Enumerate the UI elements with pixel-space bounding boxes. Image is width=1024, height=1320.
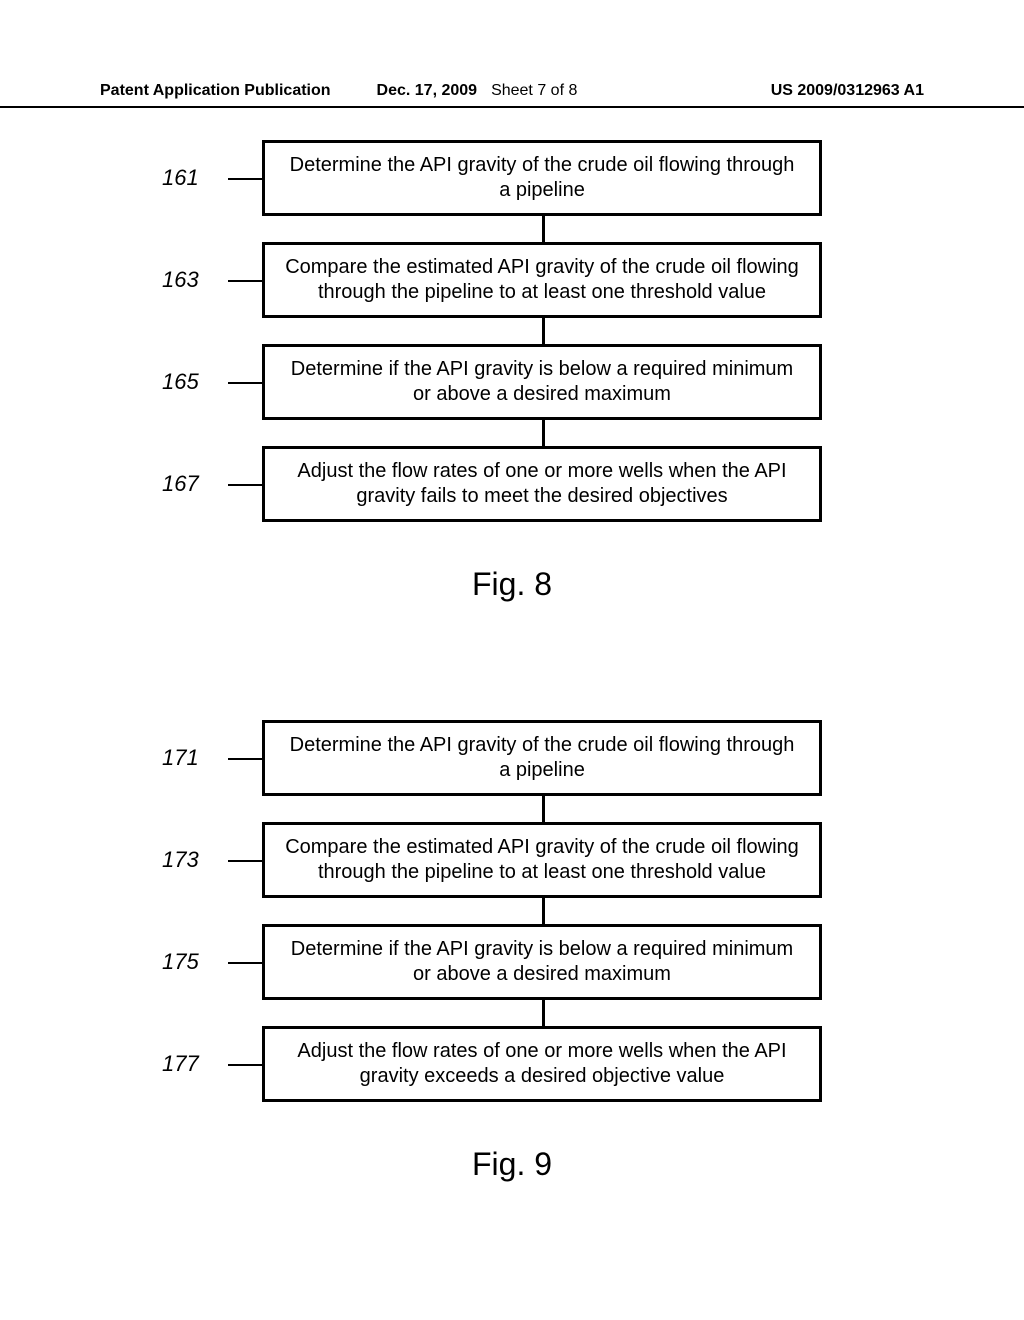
reference-numeral: 167 [162,471,262,497]
leader-line-icon [228,962,262,964]
flow-step: 163 Compare the estimated API gravity of… [162,242,862,318]
flow-connector [542,1000,545,1026]
flow-step: 177 Adjust the flow rates of one or more… [162,1026,862,1102]
flow-step: 175 Determine if the API gravity is belo… [162,924,862,1000]
reference-numeral: 163 [162,267,262,293]
document-number: US 2009/0312963 A1 [771,82,924,100]
flow-box: Compare the estimated API gravity of the… [262,242,822,318]
reference-numeral: 173 [162,847,262,873]
flow-box: Compare the estimated API gravity of the… [262,822,822,898]
leader-line-icon [228,1064,262,1066]
flow-step: 173 Compare the estimated API gravity of… [162,822,862,898]
sheet-label: Sheet 7 of 8 [491,82,577,100]
leader-line-icon [228,758,262,760]
publication-label: Patent Application Publication [100,82,331,100]
flow-box: Determine the API gravity of the crude o… [262,140,822,216]
reference-numeral: 175 [162,949,262,975]
flow-connector [542,420,545,446]
flow-box: Determine the API gravity of the crude o… [262,720,822,796]
leader-line-icon [228,484,262,486]
leader-line-icon [228,178,262,180]
flow-step: 167 Adjust the flow rates of one or more… [162,446,862,522]
flow-connector [542,318,545,344]
reference-numeral: 177 [162,1051,262,1077]
leader-line-icon [228,280,262,282]
figure-caption: Fig. 8 [162,566,862,603]
flow-step: 161 Determine the API gravity of the cru… [162,140,862,216]
figure-8: 161 Determine the API gravity of the cru… [162,140,862,603]
flow-connector [542,898,545,924]
patent-header: Patent Application Publication Dec. 17, … [0,82,1024,108]
flow-connector [542,216,545,242]
reference-numeral: 165 [162,369,262,395]
leader-line-icon [228,382,262,384]
flow-box: Determine if the API gravity is below a … [262,924,822,1000]
flow-box: Adjust the flow rates of one or more wel… [262,446,822,522]
flow-step: 171 Determine the API gravity of the cru… [162,720,862,796]
flow-box: Adjust the flow rates of one or more wel… [262,1026,822,1102]
flow-connector [542,796,545,822]
figure-caption: Fig. 9 [162,1146,862,1183]
flow-step: 165 Determine if the API gravity is belo… [162,344,862,420]
publication-date: Dec. 17, 2009 [377,82,478,100]
leader-line-icon [228,860,262,862]
figure-9: 171 Determine the API gravity of the cru… [162,720,862,1183]
reference-numeral: 171 [162,745,262,771]
flow-box: Determine if the API gravity is below a … [262,344,822,420]
reference-numeral: 161 [162,165,262,191]
